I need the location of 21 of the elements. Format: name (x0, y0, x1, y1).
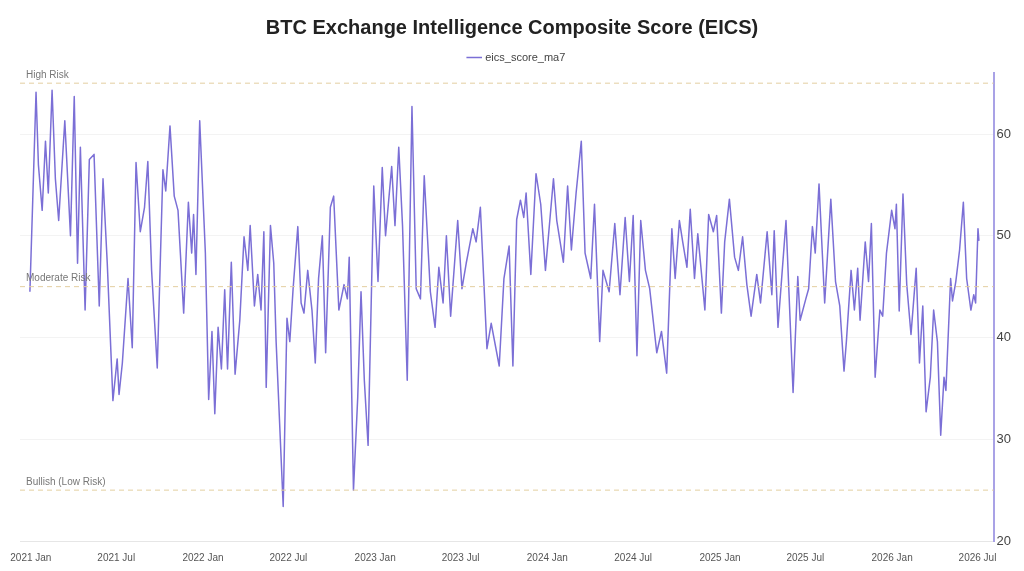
x-tick-label: 2025 Jul (786, 551, 825, 563)
x-tick-label: 2026 Jul (958, 551, 997, 563)
y-tick-label: 40 (996, 329, 1012, 345)
x-tick-label: 2023 Jan (354, 551, 396, 563)
y-tick-label: 30 (996, 430, 1012, 446)
x-tick-label: 2022 Jan (182, 551, 224, 563)
x-tick-label: 2021 Jul (97, 551, 136, 563)
x-tick-label: 2026 Jan (871, 551, 913, 563)
chart-title: BTC Exchange Intelligence Composite Score (EICS) (264, 15, 760, 40)
x-tick-label: 2023 Jul (441, 551, 480, 563)
y-tick-label: 20 (996, 532, 1012, 548)
x-tick-label: 2024 Jan (526, 551, 568, 563)
x-tick-label: 2025 Jan (699, 551, 741, 563)
ref-line-label: High Risk (26, 68, 70, 80)
y-tick-label: 60 (996, 125, 1012, 141)
ref-line-label: Bullish (Low Risk) (26, 475, 106, 487)
legend-label: eics_score_ma7 (485, 50, 566, 63)
x-tick-label: 2022 Jul (269, 551, 308, 563)
x-tick-label: 2024 Jul (614, 551, 653, 563)
y-tick-label: 50 (996, 227, 1012, 243)
x-tick-label: 2021 Jan (10, 551, 52, 563)
